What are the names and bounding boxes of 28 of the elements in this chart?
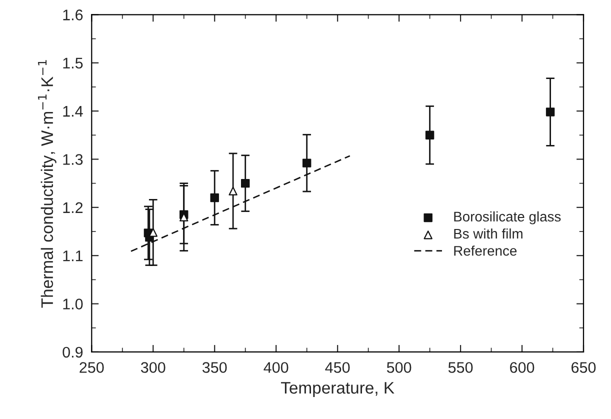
x-tick-label: 300	[140, 362, 166, 373]
point	[210, 193, 219, 202]
x-tick-label: 450	[325, 362, 350, 373]
point	[546, 108, 555, 116]
x-tick-label: 350	[202, 362, 227, 373]
y-tick-label: 1.5	[63, 58, 83, 69]
y-tick-label: 1.0	[63, 298, 83, 310]
legend-label: Borosilicate glass	[454, 211, 561, 224]
x-tick-label: 400	[264, 362, 288, 373]
x-tick-label: 250	[80, 362, 104, 373]
x-tick-label: 500	[386, 362, 412, 373]
x-tick-label: 600	[510, 362, 534, 373]
point	[425, 130, 434, 140]
y-tick-label: 0.9	[62, 346, 83, 358]
point	[228, 186, 238, 196]
point	[240, 178, 250, 188]
legend-label: Bs with film	[454, 228, 522, 239]
y-tick-label: 1.6	[63, 10, 83, 20]
y-tick-label: 1.3	[63, 154, 83, 165]
legend-label: Reference	[454, 246, 517, 256]
y-axis-title: Thermal conductivity, W·m$^{−1}$·K$^{−1}$	[38, 60, 56, 308]
y-tick-label: 1.2	[63, 202, 83, 213]
y-tick-label: 1.1	[63, 250, 83, 262]
x-tick-label: 550	[448, 362, 473, 373]
x-tick-label: 650	[572, 362, 596, 373]
x-axis-title: Temperature, K	[280, 382, 394, 398]
point	[302, 158, 312, 168]
y-tick-label: 1.4	[63, 106, 83, 117]
